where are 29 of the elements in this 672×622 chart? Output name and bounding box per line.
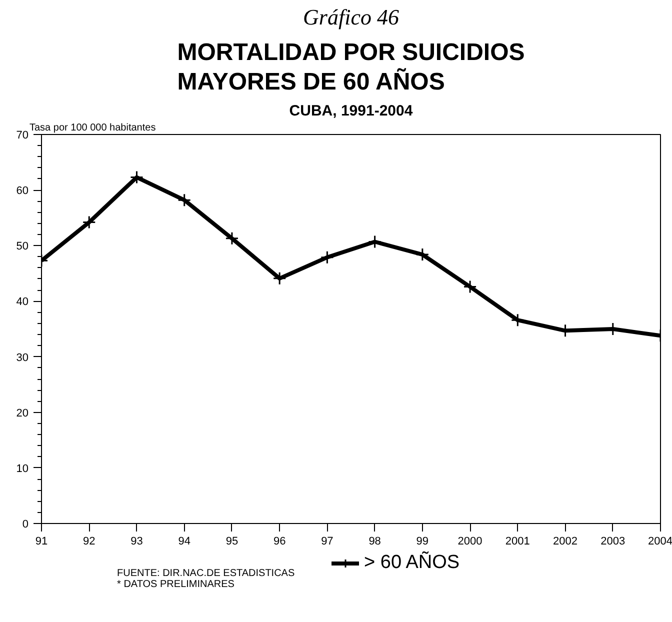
x-tick-label: 92 bbox=[83, 536, 96, 548]
y-tick-label: 60 bbox=[16, 185, 29, 198]
x-tick-label: 95 bbox=[226, 536, 238, 548]
chart-title: MORTALIDAD POR SUICIDIOS MAYORES DE 60 AÑOS bbox=[177, 38, 525, 96]
x-tick-label: 2003 bbox=[600, 536, 626, 548]
x-tick-label: 98 bbox=[368, 536, 381, 548]
legend-label: > 60 AÑOS bbox=[364, 552, 460, 574]
y-tick-label: 70 bbox=[16, 130, 29, 142]
x-tick-label: 99 bbox=[416, 536, 429, 548]
y-tick-label: 30 bbox=[16, 352, 29, 364]
text: Gráfico 46 bbox=[303, 4, 399, 30]
x-tick-label: 93 bbox=[130, 536, 143, 548]
x-tick-label: 2004 bbox=[648, 536, 672, 548]
x-tick-label: 94 bbox=[178, 536, 190, 548]
chart-subtitle: CUBA, 1991-2004 bbox=[289, 102, 414, 120]
y-tick-label: 50 bbox=[16, 240, 29, 253]
x-tick-label: 2000 bbox=[458, 536, 482, 548]
text: * DATOS PRELIMINARES bbox=[117, 579, 235, 590]
y-tick-label: 10 bbox=[16, 462, 29, 475]
x-tick-label: 2001 bbox=[505, 536, 530, 548]
x-tick-label: 96 bbox=[273, 536, 286, 548]
y-tick-label: 0 bbox=[22, 518, 29, 530]
y-tick-label: 20 bbox=[16, 407, 29, 420]
x-tick-label: 97 bbox=[321, 536, 334, 548]
source-note: FUENTE: DIR.NAC.DE ESTADISTICAS bbox=[117, 568, 295, 579]
y-axis-title: Tasa por 100 000 habitantes bbox=[30, 122, 156, 134]
y-tick-label: 40 bbox=[16, 296, 29, 308]
x-tick-label: 2002 bbox=[553, 536, 578, 548]
x-tick-label: 91 bbox=[35, 536, 48, 548]
